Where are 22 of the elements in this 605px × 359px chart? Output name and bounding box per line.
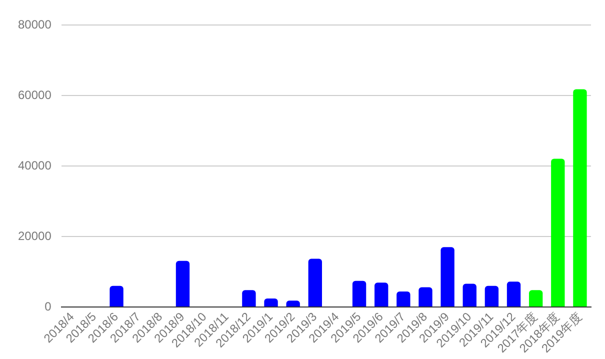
bar [308, 258, 322, 306]
bar [506, 282, 521, 306]
bar [242, 290, 256, 306]
y-tick-label: 80000 [18, 18, 52, 32]
y-tick-label: 0 [44, 299, 52, 314]
y-tick-label: 60000 [18, 88, 52, 102]
bar [110, 286, 124, 306]
bar [440, 247, 454, 306]
bar [286, 300, 300, 306]
bar [484, 286, 499, 306]
bar [374, 282, 388, 306]
bar [264, 298, 278, 306]
bar [462, 284, 476, 306]
bar [418, 287, 432, 306]
y-tick-label: 20000 [18, 228, 52, 243]
bar [528, 290, 543, 306]
bar [573, 89, 587, 306]
bar [176, 260, 190, 306]
bar [352, 280, 366, 306]
y-tick-label: 40000 [18, 158, 52, 172]
bar [551, 158, 565, 306]
bar [396, 291, 410, 306]
